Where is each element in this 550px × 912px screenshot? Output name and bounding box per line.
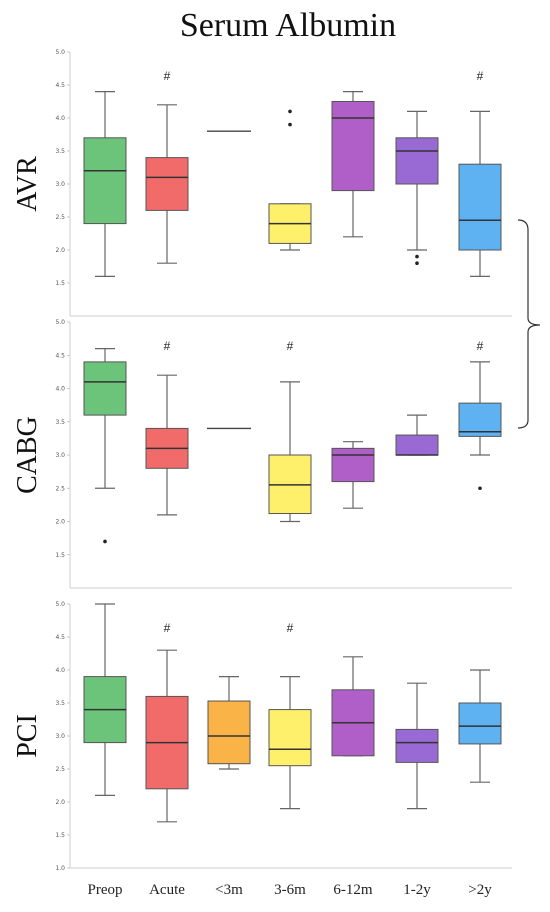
category-labels: Preop Acute <3m 3-6m 6-12m 1-2y >2y [88,882,493,898]
iqr-box [458,702,502,745]
box-pci-2: # [145,621,189,823]
iqr-box [268,709,312,767]
y-tick-label: 2.5 [55,485,65,492]
outlier-point [288,122,292,127]
box-avr-5 [331,90,375,238]
iqr-box [331,447,375,483]
iqr-box [331,101,375,192]
y-tick-label: 4.0 [55,386,65,393]
box-pci-3 [207,675,251,770]
panel-label-avr: AVR [12,156,43,212]
box-cabg-2: # [145,339,189,516]
panel-label-pci: PCI [12,714,43,758]
category-label: Acute [149,882,185,898]
box-avr-4 [268,109,312,251]
significance-bracket [517,219,541,429]
category-label: 3-6m [274,882,306,898]
y-tick-label: 4.0 [55,667,65,674]
box-pci-7 [458,669,502,783]
significance-marker: # [164,621,171,635]
y-tick-label: 3.0 [55,181,65,188]
iqr-box [395,137,439,185]
iqr-box [458,163,502,251]
category-label: 1-2y [403,882,431,898]
outlier-point [415,254,419,259]
box-pci-5 [331,656,375,757]
y-tick-label: 3.5 [55,419,65,426]
iqr-box [83,361,127,416]
category-label: <3m [215,882,243,898]
y-tick-label: 4.5 [55,82,65,89]
panel-avr: AVR 1.5 2.0 2.5 3.0 3.5 4.0 4.5 5.0 # # [12,49,512,317]
significance-marker: # [164,339,171,353]
outlier-point [103,539,107,544]
y-tick-label: 5.0 [55,49,65,56]
y-tick-label: 4.5 [55,352,65,359]
significance-marker: # [477,339,484,353]
significance-marker: # [164,69,171,83]
box-cabg-1 [83,348,127,544]
y-tick-label: 1.5 [55,552,65,559]
y-tick-label: 3.0 [55,733,65,740]
y-tick-label: 2.0 [55,799,65,806]
y-tick-label: 3.5 [55,700,65,707]
panels-group: AVR 1.5 2.0 2.5 3.0 3.5 4.0 4.5 5.0 # # CABG 1.5 2.0 2… [12,49,512,872]
outlier-point [478,486,482,491]
iqr-box [207,700,251,765]
y-tick-label: 2.0 [55,519,65,526]
y-tick-label: 4.0 [55,115,65,122]
box-avr-6 [395,110,439,266]
chart-title: Serum Albumin [180,7,396,44]
box-pci-6 [395,682,439,810]
category-label: Preop [88,882,123,898]
y-tick-label: 2.0 [55,247,65,254]
y-tick-label: 3.0 [55,452,65,459]
box-avr-2: # [145,69,189,264]
box-avr-7: # [458,69,502,277]
box-cabg-7: # [458,339,502,491]
y-tick-label: 1.5 [55,280,65,287]
panel-pci: PCI 1.0 1.5 2.0 2.5 3.0 3.5 4.0 4.5 5.0 # # [12,601,512,872]
panel-label-cabg: CABG [12,416,43,494]
iqr-box [145,157,189,211]
y-tick-label: 1.5 [55,832,65,839]
y-tick-label: 1.0 [55,865,65,872]
y-tick-label: 5.0 [55,319,65,326]
y-tick-label: 2.5 [55,214,65,221]
y-tick-label: 3.5 [55,148,65,155]
significance-marker: # [287,339,294,353]
y-tick-label: 2.5 [55,766,65,773]
box-pci-4: # [268,621,312,810]
y-tick-label: 5.0 [55,601,65,608]
category-label: >2y [468,882,492,898]
box-avr-1 [83,90,127,277]
iqr-box [83,137,127,225]
panel-cabg: CABG 1.5 2.0 2.5 3.0 3.5 4.0 4.5 5.0 # # # [12,319,512,589]
box-cabg-4: # [268,339,312,523]
y-tick-label: 4.5 [55,634,65,641]
iqr-box [458,402,502,437]
iqr-box [395,728,439,763]
box-cabg-6 [395,414,439,456]
box-pci-1 [83,603,127,797]
significance-marker: # [287,621,294,635]
iqr-box [395,434,439,456]
outlier-point [288,109,292,114]
significance-marker: # [477,69,484,83]
box-cabg-5 [331,441,375,509]
outlier-point [415,261,419,266]
category-label: 6-12m [333,882,372,898]
